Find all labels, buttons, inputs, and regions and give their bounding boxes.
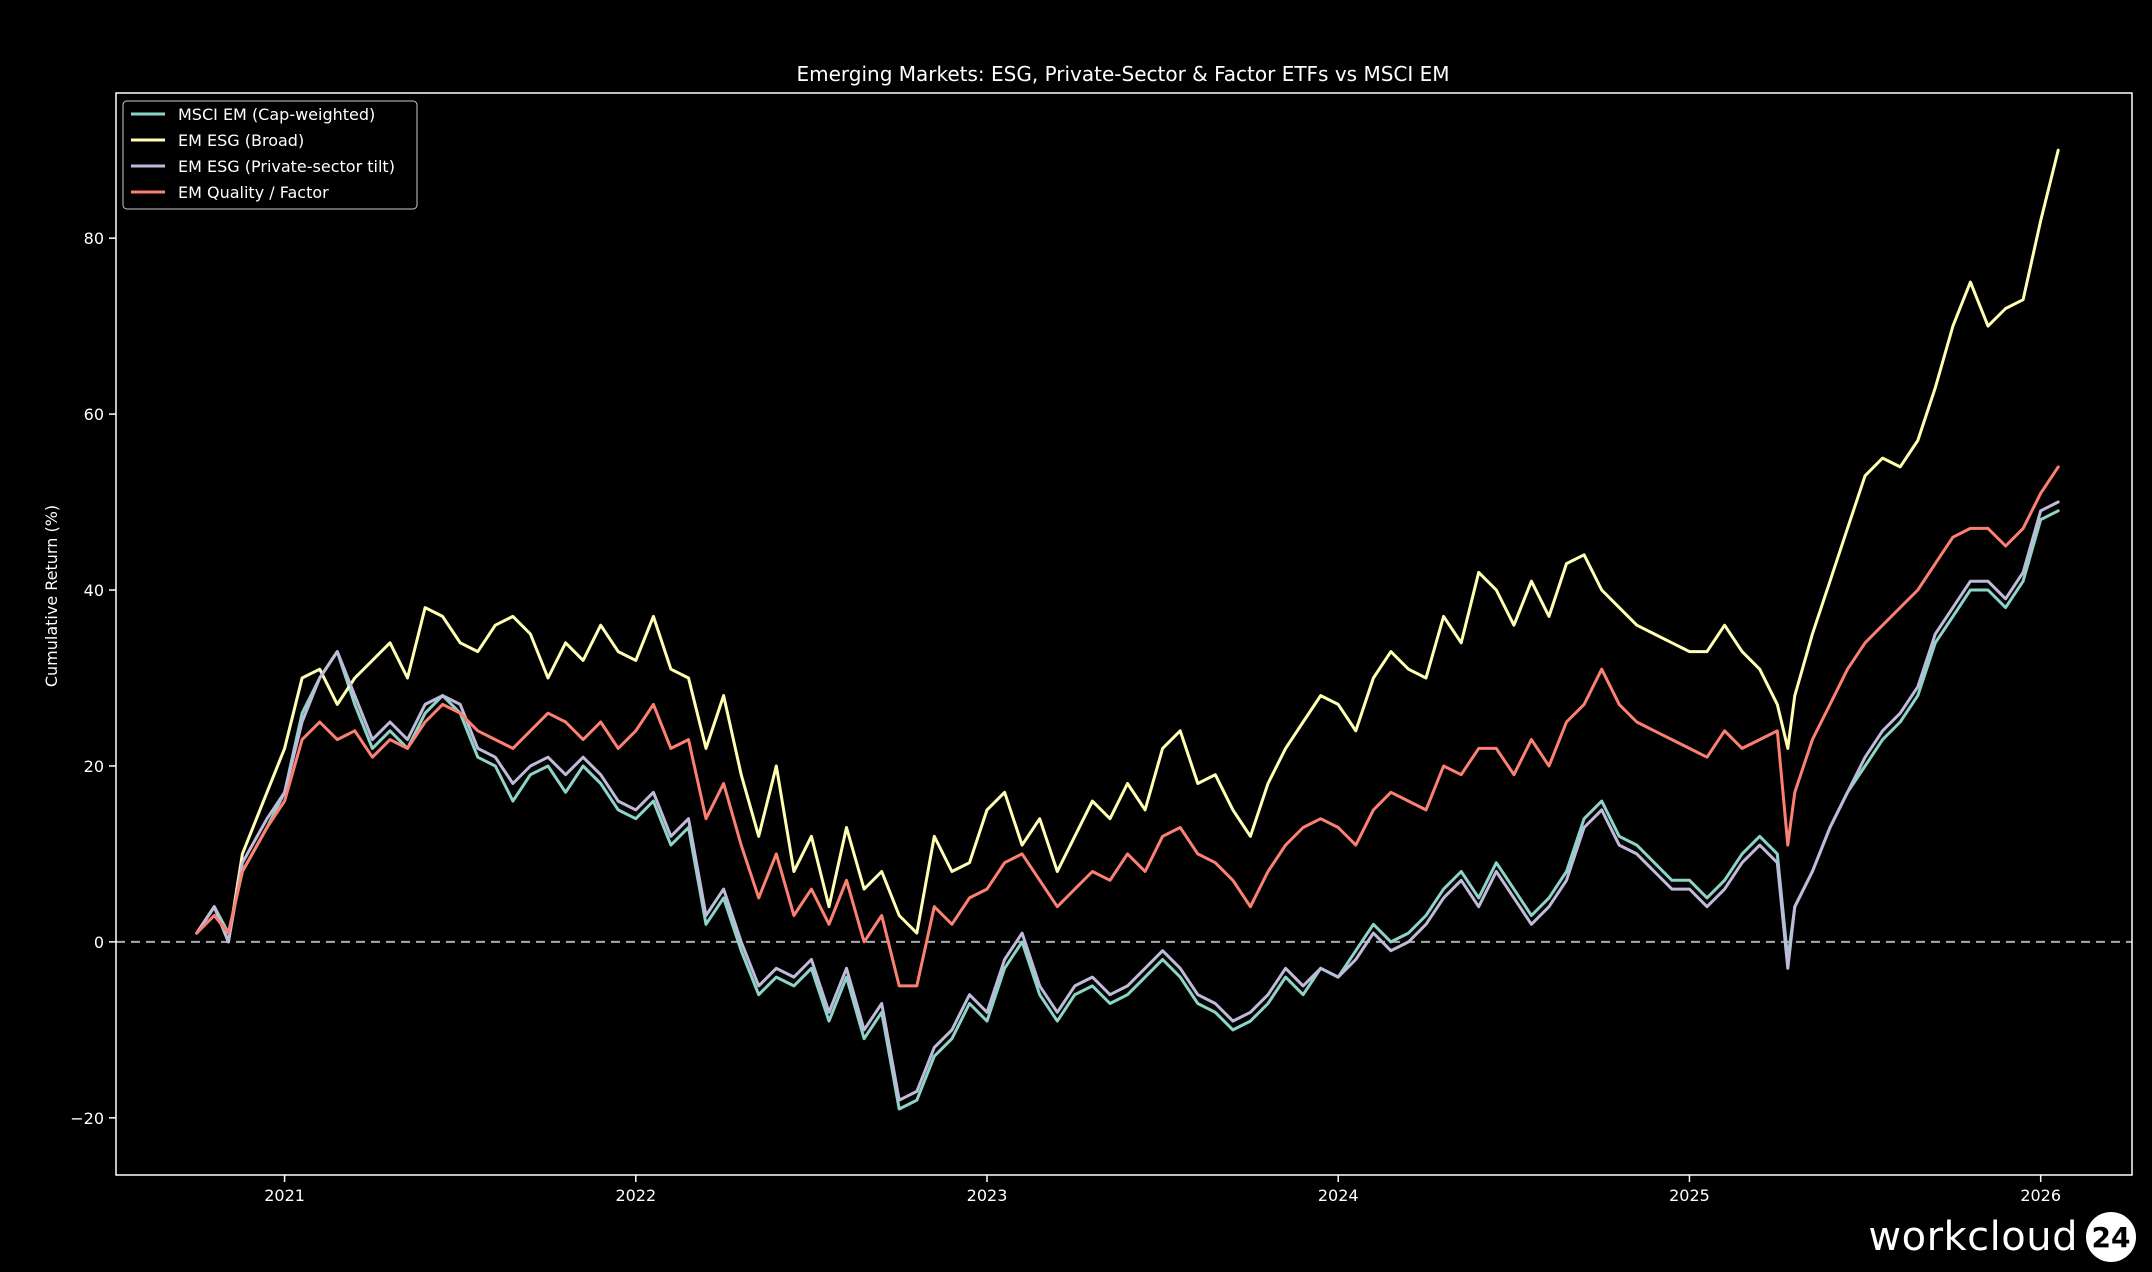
x-tick-label: 2021 xyxy=(264,1186,305,1205)
series-layer xyxy=(195,148,2060,1111)
legend-label-4: EM Quality / Factor xyxy=(178,183,329,202)
legend-box xyxy=(122,100,418,210)
brand-badge-text: 24 xyxy=(2092,1221,2131,1254)
y-tick-label: 80 xyxy=(84,229,104,248)
legend-label-3: EM ESG (Private-sector tilt) xyxy=(178,157,395,176)
brand-badge-icon: 24 xyxy=(2086,1212,2136,1262)
x-tick-label: 2026 xyxy=(2020,1186,2061,1205)
x-tick-label: 2022 xyxy=(615,1186,656,1205)
legend-items: MSCI EM (Cap-weighted) EM ESG (Broad) EM E… xyxy=(131,105,395,202)
x-axis-ticks: 2021 2022 2023 2024 2025 2026 xyxy=(264,1175,2061,1205)
x-tick-label: 2025 xyxy=(1669,1186,1710,1205)
y-tick-label: 20 xyxy=(84,757,104,776)
series-line-2 xyxy=(195,148,2060,944)
legend-label-1: MSCI EM (Cap-weighted) xyxy=(178,105,375,124)
y-tick-label: 40 xyxy=(84,581,104,600)
series-line-4 xyxy=(195,465,2060,988)
y-axis-label: Cumulative Return (%) xyxy=(42,505,61,687)
series-line-3 xyxy=(195,500,2060,1102)
x-tick-label: 2024 xyxy=(1318,1186,1359,1205)
legend-label-2: EM ESG (Broad) xyxy=(178,131,304,150)
y-axis-ticks: −20 0 20 40 60 80 xyxy=(70,229,116,1128)
brand-logo: workcloud 24 xyxy=(1868,1210,2138,1264)
plot-frame xyxy=(115,92,2133,1176)
series-line-1 xyxy=(195,509,2060,1111)
brand-name: workcloud xyxy=(1868,1214,2078,1260)
legend: MSCI EM (Cap-weighted) EM ESG (Broad) EM E… xyxy=(122,100,418,210)
y-tick-label: −20 xyxy=(70,1109,104,1128)
x-tick-label: 2023 xyxy=(967,1186,1008,1205)
chart-title: Emerging Markets: ESG, Private-Sector & … xyxy=(796,62,1449,86)
y-tick-label: 60 xyxy=(84,405,104,424)
y-tick-label: 0 xyxy=(94,933,104,952)
